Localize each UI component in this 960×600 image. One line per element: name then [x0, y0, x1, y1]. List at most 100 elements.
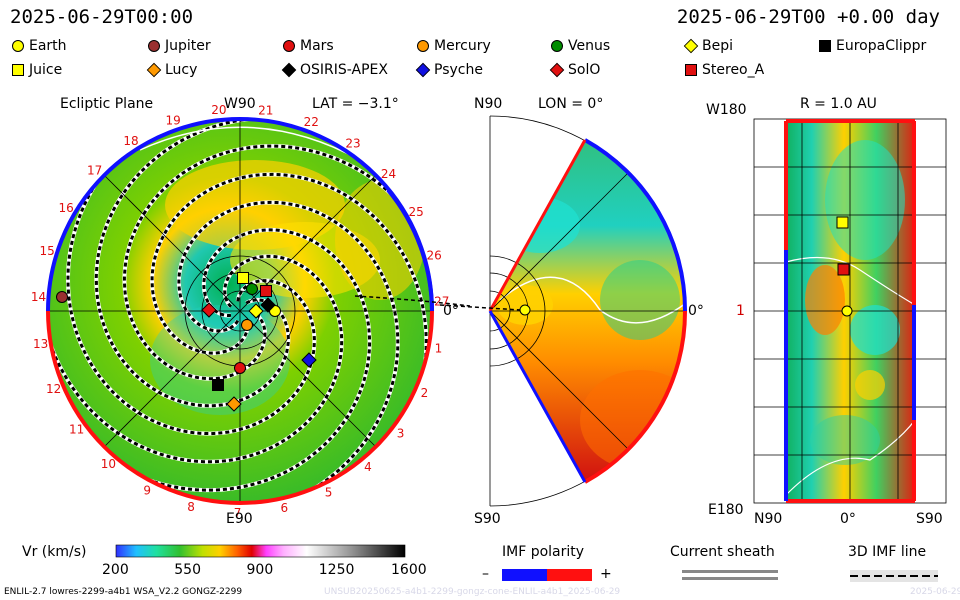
carrington-number: 2: [421, 386, 429, 400]
speed-colorbar: [115, 544, 406, 558]
legend-item-psyche: Psyche: [415, 62, 483, 78]
colorbar-tick: 200: [102, 562, 129, 578]
circle-marker-icon: [417, 40, 429, 52]
stereo-a-marker-radial: [837, 263, 850, 276]
legend-label: Lucy: [165, 62, 198, 78]
legend-item-solo: SolO: [549, 62, 601, 78]
mars-marker: [234, 362, 246, 374]
imf-spiral-dashed: [150, 172, 428, 481]
colorbar-tick: 1250: [318, 562, 355, 578]
legend-label: Bepi: [702, 38, 733, 54]
radial-top-left: W180: [706, 102, 747, 118]
legend-item-venus: Venus: [551, 38, 610, 54]
carrington-number: 4: [364, 460, 372, 474]
carrington-number: 12: [46, 382, 61, 396]
carrington-number: 26: [427, 248, 442, 262]
carrington-number: 11: [69, 423, 84, 437]
colorbar-tick: 550: [174, 562, 201, 578]
ecliptic-bottom-label: E90: [226, 511, 253, 527]
carrington-number: 13: [33, 337, 48, 351]
carrington-number: 9: [143, 483, 151, 497]
juice-marker-radial: [836, 216, 849, 229]
colorbar-label: Vr (km/s): [22, 544, 87, 560]
solo-marker: [201, 302, 217, 318]
ecliptic-right-label: 0°: [443, 303, 459, 319]
legend-label: Mercury: [434, 38, 491, 54]
carrington-number: 7: [234, 506, 242, 520]
legend-item-stereo-a: Stereo_A: [685, 62, 764, 78]
stereo-a-marker: [260, 285, 272, 297]
legend-label: Jupiter: [165, 38, 211, 54]
legend-item-lucy: Lucy: [146, 62, 198, 78]
radial-x-left: N90: [754, 511, 783, 527]
legend-label: Stereo_A: [702, 62, 765, 78]
juice-marker: [237, 272, 249, 284]
osiris-apex-marker: [260, 297, 276, 313]
europaclippr-marker: [212, 379, 224, 391]
colorbar-tick: 1600: [391, 562, 427, 578]
earth-marker-meridional: [519, 304, 531, 316]
carrington-number: 8: [187, 500, 195, 514]
legend-label: EuropaClippr: [836, 38, 927, 54]
legend-item-earth: Earth: [12, 38, 67, 54]
imf3d-title: 3D IMF line: [848, 544, 927, 560]
legend-item-mars: Mars: [283, 38, 334, 54]
jupiter-marker: [56, 291, 68, 303]
square-marker-icon: [685, 64, 697, 76]
radial-panel: [753, 118, 947, 504]
imf-polarity-title: IMF polarity: [502, 544, 585, 560]
imf-spiral-dashed: [48, 214, 344, 464]
circle-marker-icon: [12, 40, 24, 52]
carrington-number: 22: [304, 115, 319, 129]
radial-mid-left: 1: [736, 303, 745, 319]
carrington-number: 16: [59, 201, 74, 215]
radial-bottom-left: E180: [708, 502, 744, 518]
imf-plus-label: +: [600, 566, 612, 582]
imf-minus-label: –: [482, 566, 489, 582]
earth-marker-radial: [841, 305, 853, 317]
legend-item-mercury: Mercury: [417, 38, 491, 54]
legend-label: Psyche: [434, 62, 483, 78]
imf-spiral-dashed: [177, 200, 400, 503]
mercury-marker: [241, 319, 253, 331]
legend-label: Juice: [29, 62, 63, 78]
current-sheath-title: Current sheath: [670, 544, 775, 560]
psyche-marker: [301, 352, 317, 368]
model-info: ENLIL-2.7 lowres-2299-a4b1 WSA_V2.2 GONG…: [4, 587, 243, 597]
carrington-number: 10: [101, 457, 116, 471]
carrington-number: 15: [40, 244, 55, 258]
carrington-number: 14: [31, 290, 46, 304]
carrington-number: 23: [345, 137, 360, 151]
circle-marker-icon: [148, 40, 160, 52]
venus-marker: [246, 283, 258, 295]
legend-label: Venus: [568, 38, 611, 54]
timestamp-right: 2025-06-29T00 +0.00 day: [676, 6, 940, 28]
carrington-number: 19: [165, 113, 180, 127]
legend-label: Earth: [29, 38, 67, 54]
imf-spiral-dashed: [66, 119, 316, 436]
legend-item-juice: Juice: [12, 62, 62, 78]
footer-date: 2025-06-29: [910, 587, 960, 597]
carrington-number: 6: [280, 501, 288, 515]
imf-spiral-dashed: [122, 144, 432, 381]
latitude-label: LAT = −3.1°: [312, 96, 399, 112]
ecliptic-bodies: [56, 272, 317, 412]
bepi-marker: [248, 303, 264, 319]
carrington-number: 25: [408, 205, 423, 219]
meridional-panel: [439, 115, 688, 507]
meridional-top-label: N90: [474, 96, 503, 112]
legend-label: SolO: [568, 62, 601, 78]
radial-x-mid: 0°: [840, 511, 856, 527]
radius-label: R = 1.0 AU: [800, 96, 877, 112]
timestamp-left: 2025-06-29T00:00: [10, 6, 194, 28]
imf-negative-swatch: [502, 569, 547, 581]
legend-item-bepi: Bepi: [683, 38, 733, 54]
radial-x-right: S90: [916, 511, 943, 527]
legend-item-osiris-apex: OSIRIS-APEX: [281, 62, 388, 78]
imf-spiral-dashed: [94, 119, 377, 408]
longitude-label: LON = 0°: [538, 96, 604, 112]
meridional-bottom-label: S90: [474, 511, 501, 527]
run-id: UNSUB20250625-a4b1-2299-gongz-cone-ENLIL…: [324, 587, 621, 597]
meridional-right-label: 0°: [688, 303, 704, 319]
